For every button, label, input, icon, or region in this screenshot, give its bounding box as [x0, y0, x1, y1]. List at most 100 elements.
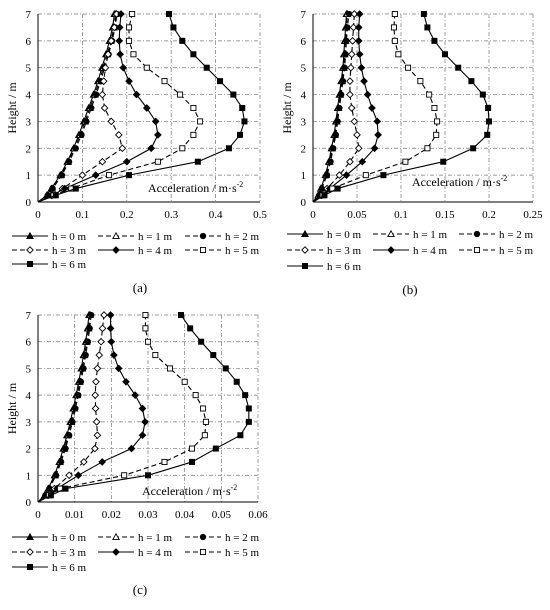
data-point [484, 131, 491, 138]
series-line [37, 13, 118, 203]
data-point [424, 24, 431, 31]
data-point [360, 77, 368, 85]
series-line [37, 314, 92, 503]
data-point [344, 24, 351, 31]
data-point [347, 104, 356, 112]
data-point [49, 185, 56, 192]
data-point [373, 117, 382, 126]
data-point [203, 64, 210, 71]
series-line [312, 13, 490, 203]
legend-marker [26, 260, 34, 268]
legend-marker [199, 232, 207, 240]
chart-panel-3: 0 0.01 0.02 0.03 0.04 0.05 0.06 0 1 2 3 4 5 6 7 Height … [5, 310, 268, 597]
data-point [192, 392, 199, 399]
data-point [165, 10, 172, 18]
data-point [485, 104, 492, 112]
grid [38, 13, 261, 202]
legend-marker [26, 548, 34, 556]
data-point [177, 91, 184, 98]
data-point [142, 325, 149, 332]
data-point [346, 90, 354, 99]
series-line [37, 13, 115, 203]
data-point [79, 458, 88, 466]
data-point [125, 77, 133, 85]
series-line [312, 13, 438, 203]
x-tick-label: 0 [35, 509, 41, 521]
data-point [194, 158, 201, 165]
data-point [370, 144, 379, 153]
data-point [336, 104, 343, 112]
data-point [98, 157, 107, 166]
data-point [391, 10, 398, 18]
data-point [132, 90, 141, 99]
x-tick-label: 0.04 [175, 509, 195, 521]
legend-marker [112, 246, 120, 254]
data-point [92, 377, 100, 386]
data-point [179, 145, 186, 152]
series-3 [37, 10, 127, 203]
legend-item: h = 1 m [98, 532, 172, 544]
data-point [93, 364, 102, 373]
legend-marker [199, 246, 207, 254]
legend-marker [473, 230, 481, 238]
data-point [347, 50, 356, 59]
legend-marker [26, 231, 34, 240]
data-point [181, 378, 188, 385]
legend-item: h = 1 m [373, 229, 447, 241]
x-tick-label: 0.3 [164, 209, 178, 221]
data-point [127, 444, 136, 453]
data-point [144, 338, 152, 345]
series-0 [37, 310, 93, 503]
data-point [349, 23, 358, 32]
legend-marker [301, 229, 309, 238]
x-axis-label: Acceleration / m·s-2 [142, 483, 237, 498]
data-point [107, 337, 116, 346]
x-tick-label: 0.06 [248, 509, 268, 521]
series-line [37, 13, 246, 203]
x-tick-label: 0.25 [523, 209, 543, 221]
data-point [91, 391, 100, 399]
data-point [390, 24, 397, 31]
legend-label: h = 0 m [327, 229, 361, 241]
legend-label: h = 4 m [413, 245, 447, 257]
legend-label: h = 0 m [52, 532, 86, 544]
data-point [82, 351, 89, 359]
legend: h = 0 m h = 1 m h = 2 m h = 3 m h = 4 m h = 5… [287, 229, 533, 273]
data-point [98, 324, 107, 333]
data-point [72, 405, 79, 412]
data-point [122, 157, 131, 166]
series-line [37, 314, 91, 503]
data-point [485, 118, 493, 125]
legend-item: h = 6 m [12, 562, 86, 574]
legend-item: h = 6 m [12, 259, 86, 271]
data-point [241, 118, 248, 125]
legend-item: h = 0 m [12, 532, 86, 544]
series-line [37, 13, 159, 203]
x-axis-label: Acceleration / m·s-2 [412, 174, 507, 189]
data-point [217, 78, 224, 85]
data-point [239, 104, 246, 112]
legend-marker [387, 246, 395, 254]
x-tick-label: 0.2 [482, 209, 496, 221]
data-point [188, 445, 196, 452]
legend-item: h = 1 m [98, 231, 172, 243]
series-6 [37, 10, 248, 203]
data-point [479, 91, 486, 98]
data-point [91, 171, 100, 179]
data-point [87, 311, 95, 319]
data-point [57, 458, 65, 466]
y-tick-label: 2 [301, 143, 307, 155]
chart-panel-2: 0 0.05 0.1 0.15 0.2 0.25 0 1 2 3 4 5 6 7 Height / m Acc… [280, 9, 543, 297]
legend-item: h = 0 m [287, 229, 361, 241]
y-tick-label: 0 [26, 197, 32, 209]
x-tick-label: 0.1 [76, 209, 90, 221]
y-tick-label: 7 [301, 9, 307, 21]
x-tick-label: 0.03 [138, 509, 158, 521]
data-point [65, 432, 73, 439]
data-point [342, 171, 351, 179]
data-point [179, 37, 186, 44]
data-point [90, 444, 99, 453]
data-point [170, 24, 177, 31]
data-point [100, 104, 109, 112]
